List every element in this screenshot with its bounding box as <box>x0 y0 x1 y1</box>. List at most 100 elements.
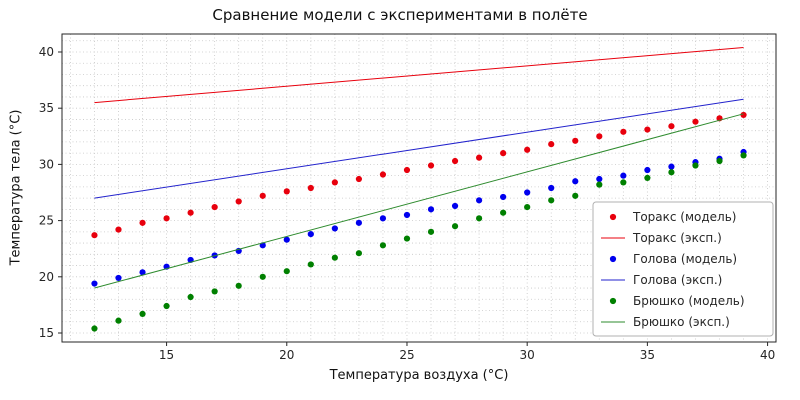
data-point <box>187 293 194 301</box>
data-point <box>572 137 579 144</box>
legend-dot-marker <box>609 255 617 263</box>
data-point <box>211 288 218 295</box>
legend-label: Брюшко (эксп.) <box>633 315 730 329</box>
data-point <box>692 118 699 125</box>
data-point <box>548 197 555 204</box>
data-point <box>572 178 579 185</box>
grid <box>62 34 776 342</box>
data-point <box>548 141 555 148</box>
data-point <box>451 157 459 165</box>
data-point <box>379 242 387 249</box>
data-point <box>259 192 266 199</box>
data-point <box>379 215 387 222</box>
data-point <box>740 111 747 119</box>
y-tick-label: 15 <box>39 326 54 340</box>
x-tick-label: 15 <box>159 348 174 362</box>
data-point <box>644 166 651 174</box>
data-point <box>307 261 314 268</box>
data-point <box>476 154 483 161</box>
data-point <box>379 171 387 178</box>
data-point <box>451 223 459 230</box>
data-point <box>403 211 411 219</box>
legend-entry: Голова (эксп.) <box>601 273 722 287</box>
data-point <box>740 152 747 159</box>
data-point <box>307 184 314 192</box>
y-tick-label: 35 <box>39 101 54 115</box>
data-point <box>91 232 98 239</box>
data-point <box>307 230 314 238</box>
legend-dot-marker <box>609 297 617 305</box>
data-point <box>283 268 290 275</box>
data-point <box>403 166 411 174</box>
data-point <box>163 215 170 222</box>
data-point <box>283 236 290 243</box>
data-point <box>524 204 531 211</box>
legend-label: Голова (модель) <box>633 252 737 266</box>
data-point <box>187 209 194 216</box>
series-line-1 <box>94 46 744 104</box>
series-line-3 <box>94 98 744 199</box>
data-point <box>139 219 146 226</box>
data-point <box>139 269 146 276</box>
legend-entry: Голова (модель) <box>609 252 737 266</box>
legend-entry: Брюшко (модель) <box>609 294 745 308</box>
series-line <box>94 113 744 289</box>
legend: Торакс (модель) Торакс (эксп.) Голова (мод… <box>592 201 774 337</box>
data-point <box>644 126 651 133</box>
data-point <box>427 206 435 213</box>
data-point <box>572 192 579 199</box>
data-point <box>235 282 242 289</box>
legend-dot-marker <box>609 213 617 221</box>
legend-label: Брюшко (модель) <box>633 294 745 308</box>
data-point <box>211 204 218 211</box>
x-tick-label: 30 <box>520 348 535 362</box>
data-point <box>355 250 362 257</box>
data-point <box>716 157 723 165</box>
data-point <box>283 188 290 195</box>
data-point <box>259 273 266 280</box>
data-point <box>91 280 98 287</box>
y-tick-label: 40 <box>39 45 54 59</box>
data-point <box>548 184 555 192</box>
legend-label: Голова (эксп.) <box>633 273 722 287</box>
data-point <box>355 219 362 226</box>
data-point <box>355 175 362 183</box>
data-point <box>524 189 531 196</box>
data-point <box>331 225 338 232</box>
y-tick-label: 25 <box>39 214 54 228</box>
axis-frame <box>61 33 777 343</box>
data-point <box>644 174 651 181</box>
legend-entry: Торакс (эксп.) <box>601 231 722 245</box>
data-point <box>668 169 675 176</box>
series-scatter-4 <box>91 152 747 332</box>
legend-box <box>592 201 774 337</box>
data-point <box>115 226 122 233</box>
data-point <box>596 175 603 183</box>
ticks: 15 20 25 30 35 40 15 20 25 30 35 40 <box>39 45 776 362</box>
data-point <box>235 198 242 205</box>
x-tick-label: 35 <box>640 348 655 362</box>
data-point <box>115 274 122 282</box>
data-point <box>451 202 459 210</box>
data-point <box>427 228 435 235</box>
data-point <box>620 179 627 186</box>
data-point <box>331 179 338 186</box>
data-point <box>139 310 146 317</box>
series-scatter-0 <box>91 111 747 239</box>
legend-label: Торакс (модель) <box>632 210 736 224</box>
data-point <box>668 123 675 130</box>
chart-title: Сравнение модели с экспериментами в полё… <box>212 6 588 24</box>
legend-entry: Брюшко (эксп.) <box>601 315 730 329</box>
data-point <box>163 302 170 310</box>
data-point <box>476 215 483 222</box>
data-point <box>500 209 507 216</box>
data-point <box>500 150 507 157</box>
data-point <box>403 235 411 242</box>
data-point <box>620 172 627 179</box>
legend-entry: Торакс (модель) <box>609 210 736 224</box>
series-line <box>94 98 744 199</box>
y-tick-label: 30 <box>39 157 54 171</box>
legend-label: Торакс (эксп.) <box>632 231 722 245</box>
